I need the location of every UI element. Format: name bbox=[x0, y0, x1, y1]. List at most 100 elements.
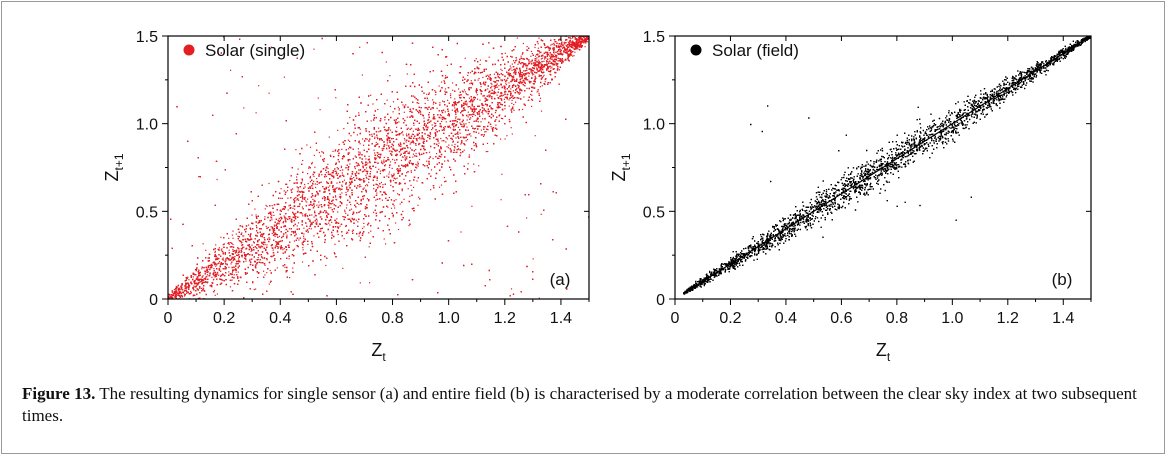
scatter-point bbox=[345, 224, 347, 227]
scatter-point bbox=[528, 75, 530, 77]
scatter-point bbox=[185, 286, 187, 288]
scatter-point bbox=[407, 127, 409, 129]
scatter-point bbox=[487, 88, 489, 90]
scatter-point bbox=[375, 141, 377, 144]
scatter-point bbox=[473, 120, 475, 122]
scatter-point bbox=[430, 121, 432, 123]
scatter-point bbox=[217, 271, 219, 273]
scatter-point bbox=[292, 267, 294, 269]
scatter-point bbox=[541, 85, 543, 87]
scatter-point bbox=[280, 188, 282, 190]
scatter-point bbox=[413, 186, 415, 188]
scatter-point bbox=[180, 292, 182, 295]
scatter-point bbox=[461, 90, 463, 92]
scatter-point bbox=[436, 153, 438, 155]
scatter-point bbox=[231, 253, 233, 255]
scatter-point bbox=[339, 225, 341, 227]
scatter-point bbox=[461, 99, 463, 102]
scatter-point bbox=[498, 74, 501, 76]
scatter-point bbox=[406, 116, 408, 118]
scatter-point bbox=[440, 115, 442, 117]
scatter-point bbox=[493, 73, 495, 75]
scatter-point bbox=[511, 69, 513, 71]
scatter-point bbox=[318, 204, 320, 206]
scatter-point bbox=[467, 163, 469, 165]
scatter-point bbox=[441, 140, 443, 142]
scatter-point bbox=[406, 172, 408, 174]
scatter-point bbox=[578, 42, 580, 44]
scatter-point bbox=[445, 141, 447, 143]
scatter-point bbox=[428, 92, 430, 94]
scatter-point bbox=[369, 160, 371, 162]
scatter-point bbox=[447, 159, 449, 161]
scatter-point bbox=[301, 243, 303, 245]
scatter-point bbox=[405, 133, 408, 135]
scatter-point bbox=[207, 257, 209, 259]
scatter-point bbox=[476, 98, 479, 100]
scatter-point bbox=[372, 103, 374, 105]
scatter-point bbox=[356, 172, 358, 174]
scatter-point bbox=[511, 75, 513, 77]
scatter-point bbox=[496, 79, 498, 82]
scatter-point bbox=[219, 278, 221, 280]
scatter-point bbox=[180, 285, 182, 287]
scatter-point bbox=[302, 194, 304, 196]
scatter-point bbox=[417, 137, 419, 139]
scatter-point bbox=[403, 111, 405, 113]
scatter-point bbox=[429, 133, 432, 135]
scatter-point bbox=[344, 211, 346, 213]
scatter-point bbox=[484, 83, 486, 85]
scatter-point bbox=[435, 94, 437, 96]
scatter-point bbox=[505, 82, 507, 84]
scatter-point bbox=[510, 88, 512, 90]
scatter-point bbox=[438, 149, 440, 151]
scatter-point bbox=[320, 155, 322, 157]
scatter-point bbox=[515, 101, 517, 103]
scatter-point bbox=[218, 274, 220, 276]
scatter-point bbox=[445, 121, 447, 123]
scatter-point bbox=[203, 288, 205, 290]
scatter-point bbox=[336, 218, 338, 220]
scatter-point bbox=[366, 138, 368, 140]
scatter-point bbox=[409, 111, 411, 113]
scatter-point bbox=[525, 76, 527, 78]
scatter-point bbox=[232, 248, 234, 251]
scatter-point bbox=[264, 244, 266, 246]
scatter-point bbox=[217, 257, 219, 259]
scatter-point bbox=[368, 181, 370, 183]
scatter-point bbox=[553, 63, 555, 65]
scatter-point bbox=[477, 117, 479, 119]
scatter-point bbox=[431, 124, 433, 126]
scatter-point bbox=[379, 157, 381, 159]
scatter-point bbox=[467, 116, 469, 118]
scatter-point bbox=[360, 179, 362, 181]
scatter-point bbox=[443, 129, 445, 131]
scatter-point bbox=[190, 282, 192, 284]
scatter-point bbox=[254, 208, 256, 210]
scatter-point bbox=[432, 103, 434, 105]
scatter-point bbox=[359, 153, 361, 155]
scatter-point bbox=[402, 104, 404, 106]
scatter-point bbox=[389, 161, 392, 163]
scatter-point bbox=[240, 251, 242, 253]
scatter-point bbox=[526, 57, 528, 59]
scatter-point bbox=[296, 225, 298, 227]
scatter-point bbox=[331, 221, 333, 223]
scatter-point bbox=[171, 295, 173, 297]
scatter-point bbox=[427, 127, 429, 129]
scatter-point bbox=[235, 233, 237, 235]
scatter-point bbox=[537, 90, 539, 92]
scatter-point bbox=[374, 136, 376, 138]
scatter-point bbox=[332, 189, 334, 191]
scatter-point bbox=[389, 129, 392, 131]
scatter-point bbox=[513, 60, 515, 62]
scatter-point bbox=[327, 213, 329, 215]
scatter-point bbox=[316, 204, 318, 206]
scatter-point bbox=[454, 143, 456, 145]
scatter-point bbox=[510, 127, 512, 129]
scatter-point bbox=[398, 109, 400, 111]
scatter-point bbox=[255, 214, 257, 216]
scatter-point bbox=[549, 62, 551, 64]
scatter-point bbox=[255, 112, 257, 114]
scatter-point bbox=[255, 288, 257, 290]
